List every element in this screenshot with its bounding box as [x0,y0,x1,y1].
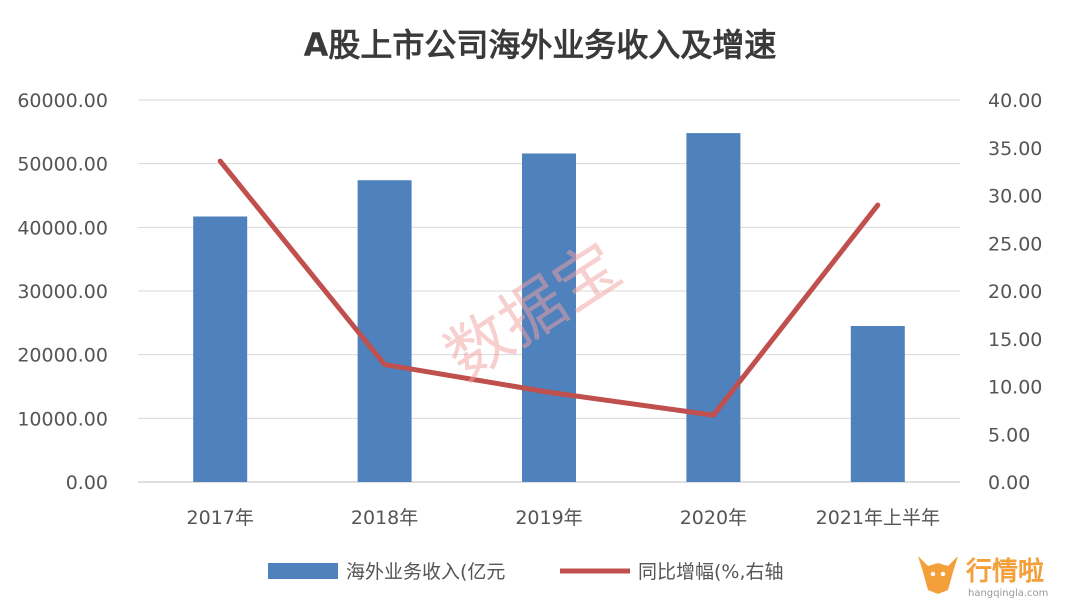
brand-domain: hangqingla.com [968,588,1048,599]
right-axis: 0.00 5.00 10.00 15.00 20.00 25.00 30.00 35.00 40… [988,90,1042,494]
y-left-tick-label: 0.00 [66,472,108,494]
y-right-tick-label: 30.00 [988,186,1042,208]
y-right-tick-label: 35.00 [988,138,1042,160]
bull-eye-left [930,571,936,577]
legend-label-line: 同比增幅(%,右轴 [638,561,784,583]
brand-name: 行情啦 [965,556,1044,587]
legend-swatch-bar [268,563,338,579]
y-right-tick-label: 5.00 [988,424,1030,446]
chart-title: A股上市公司海外业务收入及增速 [304,26,777,64]
bar [357,180,412,482]
x-tick-label: 2021年上半年 [816,507,940,529]
x-axis: 2017年 2018年 2019年 2020年 2021年上半年 [187,507,940,529]
bar [686,133,741,482]
bull-head-shape [918,556,958,594]
bull-head-icon [918,556,958,594]
y-right-tick-label: 20.00 [988,281,1042,303]
x-tick-label: 2017年 [187,507,254,529]
y-left-tick-label: 10000.00 [17,408,108,430]
y-left-tick-label: 30000.00 [17,281,108,303]
y-right-tick-label: 0.00 [988,472,1030,494]
y-right-tick-label: 10.00 [988,377,1042,399]
legend: 海外业务收入(亿元 同比增幅(%,右轴 [268,561,784,583]
x-tick-label: 2020年 [680,507,747,529]
y-left-tick-label: 20000.00 [17,345,108,367]
brand-logo: 行情啦 hangqingla.com [918,556,1048,599]
legend-label-bar: 海外业务收入(亿元 [346,561,505,583]
y-right-tick-label: 15.00 [988,329,1042,351]
y-left-tick-label: 60000.00 [17,90,108,112]
bar [850,326,905,482]
bar-series [193,133,905,483]
bar [193,216,248,482]
bull-eye-right [940,571,946,577]
x-tick-label: 2018年 [351,507,418,529]
left-axis: 0.00 10000.00 20000.00 30000.00 40000.00 5000… [17,90,108,494]
x-tick-label: 2019年 [515,507,582,529]
y-right-tick-label: 25.00 [988,233,1042,255]
bar [522,153,576,483]
y-left-tick-label: 50000.00 [17,154,108,176]
y-left-tick-label: 40000.00 [17,217,108,239]
y-right-tick-label: 40.00 [988,90,1042,112]
line-series [217,158,881,418]
